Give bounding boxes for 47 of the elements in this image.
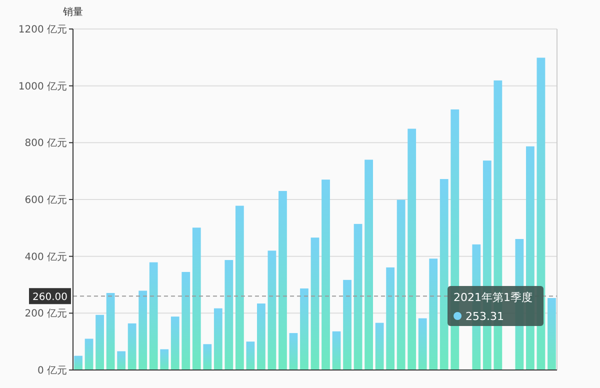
- bar: [278, 190, 287, 370]
- bar: [84, 338, 94, 370]
- ref-line-label: 260.00: [32, 292, 68, 304]
- bar: [354, 224, 362, 370]
- y-tick-label: 400 亿元: [24, 252, 67, 263]
- bar: [332, 331, 341, 370]
- y-tick-label: 0 亿元: [37, 366, 67, 376]
- bar: [440, 179, 448, 370]
- y-tick-label: 1000 亿元: [18, 81, 67, 92]
- bar: [214, 308, 222, 370]
- y-tick-label: 600 亿元: [24, 195, 67, 206]
- y-tick-label: 200 亿元: [24, 308, 67, 320]
- bar: [138, 290, 148, 370]
- bar: [224, 260, 234, 370]
- bar: [192, 228, 201, 370]
- bar: [117, 351, 126, 370]
- bar: [160, 349, 169, 370]
- bar: [418, 318, 427, 370]
- bar: [235, 206, 244, 370]
- bar: [364, 160, 373, 370]
- bar: [375, 322, 384, 370]
- bar: [106, 292, 115, 370]
- bar: [343, 280, 352, 370]
- bar: [74, 356, 82, 370]
- bar: [149, 262, 158, 370]
- bar: [310, 238, 320, 370]
- bar: [128, 323, 136, 370]
- bar: [408, 128, 416, 370]
- y-axis-title: 销量: [62, 7, 83, 18]
- y-tick-label: 800 亿元: [24, 138, 67, 150]
- bar: [257, 304, 266, 370]
- bar: [170, 316, 180, 370]
- bar: [182, 272, 190, 370]
- bar: [429, 258, 438, 370]
- annotation: 2021年第1季度: [454, 291, 533, 304]
- bar: [300, 288, 308, 370]
- bar: [246, 342, 255, 370]
- bar: [322, 180, 330, 370]
- y-tick-label: 1200 亿元: [18, 24, 67, 36]
- bar: [386, 267, 395, 370]
- bar: [548, 298, 556, 370]
- bar: [289, 333, 298, 370]
- bar: [396, 200, 406, 370]
- bar: [268, 250, 276, 370]
- bar: [203, 344, 212, 370]
- bar: [96, 314, 104, 370]
- annotation: 253.31: [466, 310, 504, 323]
